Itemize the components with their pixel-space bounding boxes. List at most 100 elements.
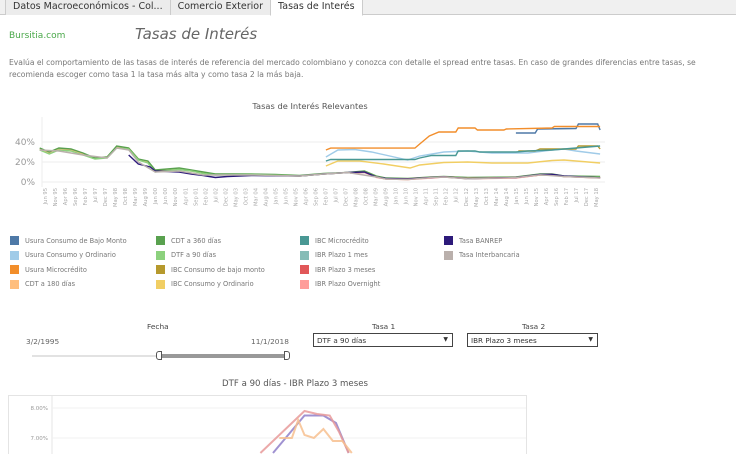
x-tick-label: May 03 (233, 188, 239, 207)
legend-label: CDT a 360 días (171, 236, 222, 245)
legend-item[interactable]: Usura Consumo de Bajo Monto (10, 236, 127, 245)
x-tick-label: Apr 06 (303, 188, 309, 205)
x-tick-label: May 18 (594, 188, 600, 207)
x-tick-label: Jan 00 (153, 188, 159, 205)
legend-label: Tasa Interbancaria (459, 251, 520, 259)
x-tick-label: May 98 (113, 188, 119, 207)
legend-swatch (300, 250, 309, 260)
series-line (272, 414, 350, 454)
x-tick-label: Aug 09 (384, 188, 390, 206)
tasa1-dropdown[interactable]: DTF a 90 días ▼ (313, 333, 453, 347)
x-tick-label: Dec 97 (103, 188, 109, 206)
x-tick-label: Sep 06 (313, 188, 319, 206)
legend-item[interactable]: IBR Plazo 1 mes (300, 250, 368, 260)
legend-swatch (300, 279, 309, 289)
fecha-label: Fecha (147, 322, 169, 331)
x-tick-label: Jan 05 (273, 188, 279, 205)
x-tick-label: Oct 08 (364, 188, 370, 205)
x-tick-label: Mar 14 (494, 187, 500, 206)
legend-swatch (156, 236, 165, 245)
series-line (279, 417, 353, 454)
tab-bar: Datos Macroeconómicos - Col... Comercio … (0, 0, 736, 16)
legend-item[interactable]: Usura Microcrédito (10, 265, 87, 274)
legend-label: Usura Microcrédito (25, 265, 87, 274)
tasa1-label: Tasa 1 (372, 322, 396, 331)
tab-datos-macroeconomicos[interactable]: Datos Macroeconómicos - Col... (5, 0, 171, 15)
legend-swatch (10, 236, 19, 245)
x-tick-label: Jan 15 (514, 188, 520, 205)
x-tick-label: Mar 09 (374, 188, 380, 206)
x-tick-label: Sep 01 (193, 188, 199, 206)
x-tick-label: Nov 00 (173, 188, 179, 206)
x-tick-label: Jul 07 (334, 188, 340, 204)
legend-label: CDT a 180 días (25, 280, 76, 288)
brand-link[interactable]: Bursitia.com (9, 31, 66, 41)
legend-item[interactable]: Usura Consumo y Ordinario (10, 250, 116, 260)
legend-label: IBC Consumo y Ordinario (171, 280, 254, 288)
page-title: Tasas de Interés (135, 25, 258, 43)
slider-handle-end[interactable] (284, 351, 290, 360)
legend-swatch (156, 250, 165, 260)
tasa1-value: DTF a 90 días (317, 336, 367, 345)
x-tick-label: Sep 16 (554, 188, 560, 206)
legend-label: IBR Plazo 3 meses (315, 265, 376, 274)
x-tick-label: Feb 12 (444, 188, 450, 205)
x-tick-label: Dec 07 (344, 188, 350, 206)
slider-range (159, 354, 288, 358)
legend-item[interactable]: IBR Plazo 3 meses (300, 265, 375, 274)
legend-item[interactable]: DTF a 90 días (156, 250, 216, 260)
fecha-start: 3/2/1995 (26, 337, 60, 346)
series-line (259, 409, 350, 454)
main-chart[interactable]: 0% 20% 40% Jun 95 Nov 95 Apr 96 Sep 96 Feb 97 Ju… (0, 112, 620, 227)
legend-label: IBC Microcrédito (315, 236, 369, 245)
spread-chart[interactable]: 8.00% 7.00% (8, 395, 528, 454)
dropdown-arrow-icon: ▼ (443, 336, 448, 343)
legend-item[interactable]: Tasa Interbancaria (444, 250, 520, 260)
legend-label: IBR Plazo Overnight (315, 280, 381, 288)
legend-item[interactable]: IBC Microcrédito (300, 236, 369, 245)
legend-item[interactable]: IBC Consumo de bajo monto (156, 265, 265, 274)
x-tick-label: Dec 12 (464, 188, 470, 206)
tasa2-dropdown[interactable]: IBR Plazo 3 meses ▼ (467, 333, 598, 347)
legend-swatch (300, 265, 309, 274)
x-tick-label: Jul 02 (213, 188, 219, 204)
y-tick-label: 7.00% (31, 436, 48, 442)
legend-item[interactable]: Tasa BANREP (444, 236, 502, 245)
legend-item[interactable]: CDT a 180 días (10, 279, 76, 289)
legend-swatch (10, 250, 19, 260)
legend-item[interactable]: IBC Consumo y Ordinario (156, 279, 254, 289)
x-tick-label: Sep 96 (73, 188, 79, 206)
x-tick-label: Oct 98 (123, 188, 129, 205)
x-tick-label: Feb 97 (83, 188, 89, 205)
x-tick-label: Nov 05 (293, 188, 299, 206)
plot-frame (8, 395, 527, 454)
x-tick-label: Nov 95 (53, 188, 59, 206)
x-tick-label: Aug 04 (263, 187, 269, 206)
x-tick-label: May 08 (354, 188, 360, 207)
legend-item[interactable]: CDT a 360 días (156, 236, 221, 245)
x-tick-label: Oct 03 (243, 188, 249, 205)
x-tick-label: Apr 16 (544, 188, 550, 205)
dropdown-arrow-icon: ▼ (588, 336, 593, 343)
legend-item[interactable]: IBR Plazo Overnight (300, 279, 381, 289)
series-line (325, 159, 601, 169)
fecha-end: 11/1/2018 (251, 337, 289, 346)
x-tick-label: Aug 99 (143, 188, 149, 206)
date-slider[interactable] (32, 351, 290, 362)
tasa2-value: IBR Plazo 3 meses (471, 336, 537, 345)
y-tick-label: 0% (21, 178, 36, 188)
x-tick-label: Apr 11 (424, 188, 430, 205)
legend-swatch (10, 265, 19, 274)
tasa2-label: Tasa 2 (522, 322, 546, 331)
legend-swatch (156, 279, 165, 289)
series-line (39, 147, 601, 181)
tab-tasas-de-interes[interactable]: Tasas de Interés (270, 0, 363, 16)
legend-label: IBR Plazo 1 mes (315, 251, 368, 259)
x-tick-label: Jun 10 (404, 188, 410, 205)
tab-comercio-exterior[interactable]: Comercio Exterior (169, 0, 272, 15)
x-tick-label: Apr 96 (63, 188, 69, 205)
slider-handle-start[interactable] (156, 351, 162, 360)
x-tick-label: Feb 07 (324, 188, 330, 205)
legend-label: IBC Consumo de bajo monto (171, 265, 265, 274)
x-tick-label: Feb 02 (203, 188, 209, 205)
